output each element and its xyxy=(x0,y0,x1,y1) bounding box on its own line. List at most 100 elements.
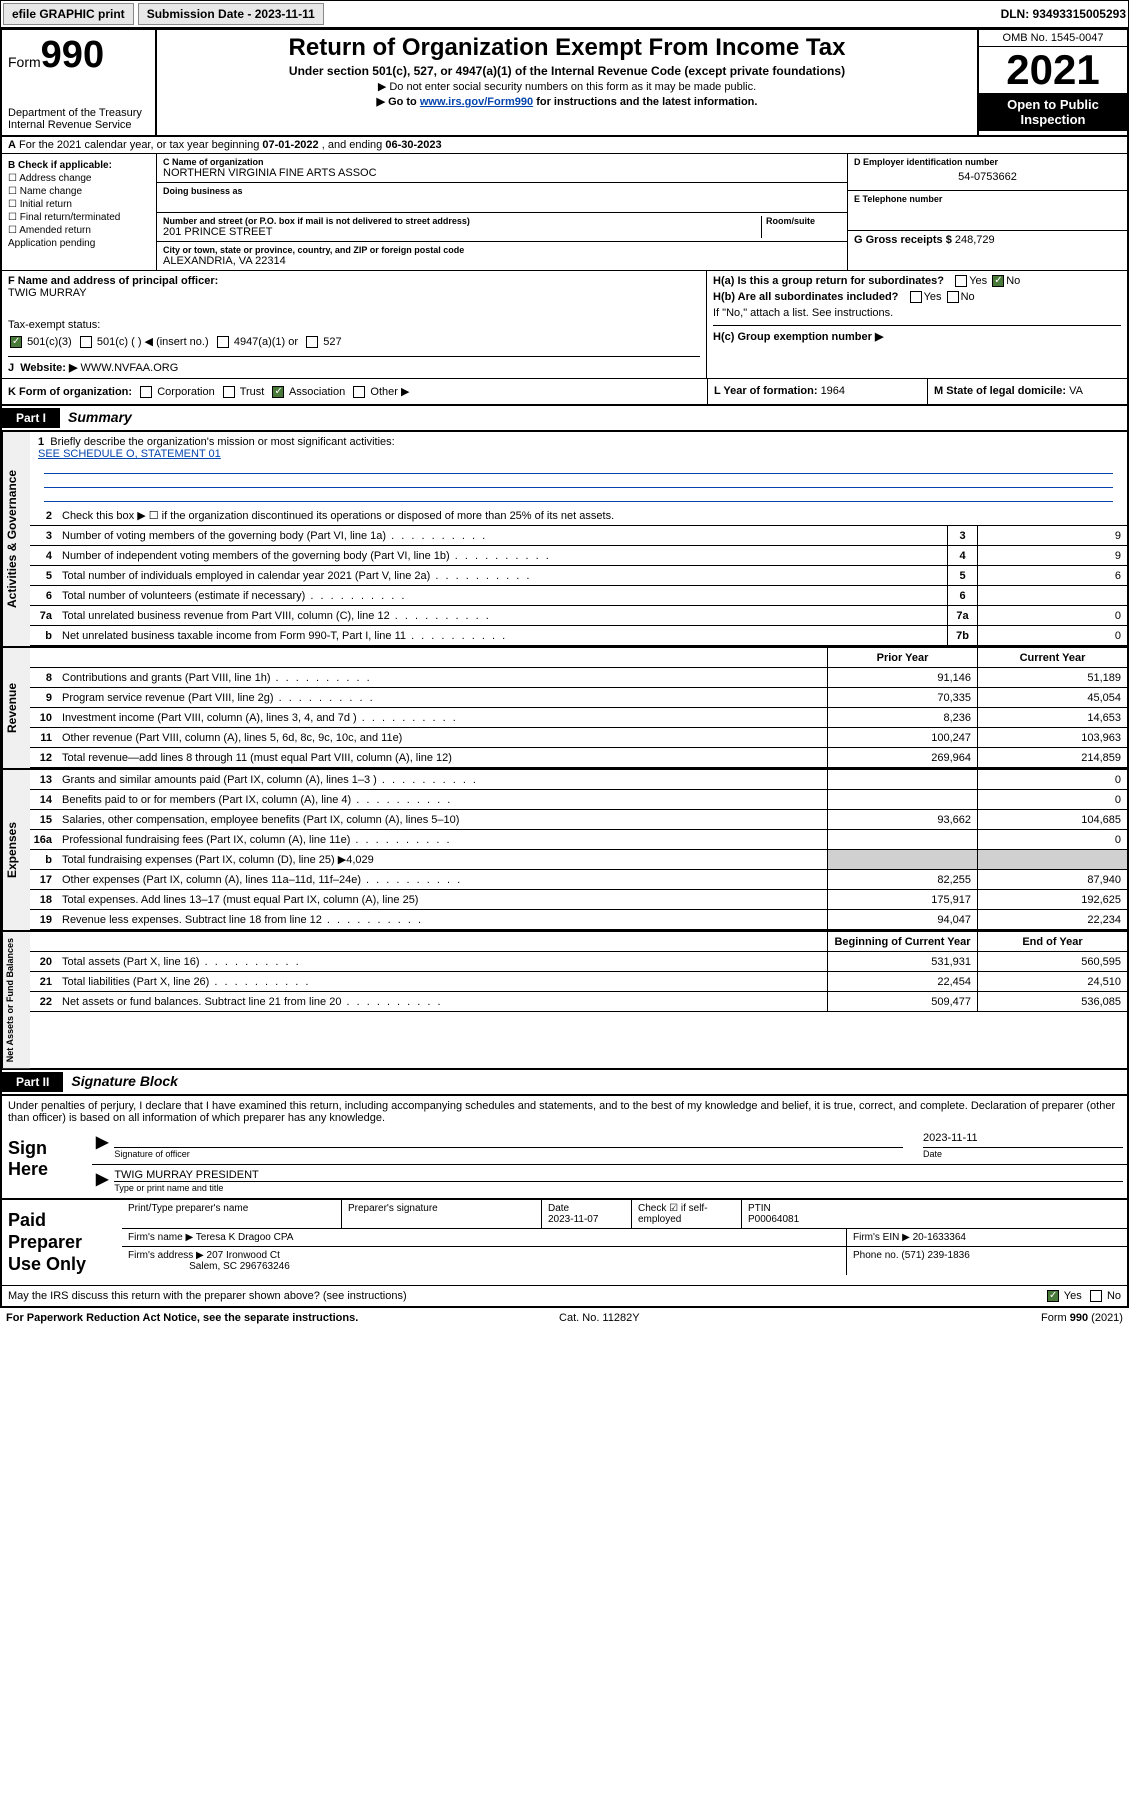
b-item[interactable]: ☐ Initial return xyxy=(8,199,150,210)
ph4: Check ☑ if self-employed xyxy=(632,1200,742,1228)
l20: Total assets (Part X, line 16) xyxy=(58,954,827,970)
l6: Total number of volunteers (estimate if … xyxy=(58,588,947,604)
l-lbl: L Year of formation: xyxy=(714,385,821,397)
dln: DLN: 93493315005293 xyxy=(1001,7,1126,21)
l7b: Net unrelated business taxable income fr… xyxy=(58,628,947,644)
foot-c: Cat. No. 11282Y xyxy=(559,1312,640,1324)
title: Return of Organization Exempt From Incom… xyxy=(161,34,973,62)
ph3v: 2023-11-07 xyxy=(548,1214,598,1225)
ck-trust[interactable] xyxy=(223,386,235,398)
prep-title: Paid Preparer Use Only xyxy=(2,1200,122,1285)
efile-btn[interactable]: efile GRAPHIC print xyxy=(3,3,134,25)
ck-corp[interactable] xyxy=(140,386,152,398)
l18p: 175,917 xyxy=(827,890,977,909)
row-a: A For the 2021 calendar year, or tax yea… xyxy=(2,137,1127,154)
faddr-lbl: Firm's address ▶ xyxy=(128,1250,204,1261)
vtab-ag: Activities & Governance xyxy=(2,432,30,646)
l9p: 70,335 xyxy=(827,688,977,707)
l9: Program service revenue (Part VIII, line… xyxy=(58,690,827,706)
l21p: 22,454 xyxy=(827,972,977,991)
ck-assoc[interactable] xyxy=(272,386,284,398)
addr: 201 PRINCE STREET xyxy=(163,226,761,238)
b-item[interactable]: Application pending xyxy=(8,238,150,249)
may-no[interactable] xyxy=(1090,1290,1102,1302)
arrow-icon: ▶ xyxy=(96,1169,108,1194)
l11c: 103,963 xyxy=(977,728,1127,747)
no-lbl: No xyxy=(1107,1290,1121,1302)
room-lbl: Room/suite xyxy=(766,216,841,226)
l22p: 509,477 xyxy=(827,992,977,1011)
f-lbl: F Name and address of principal officer: xyxy=(8,275,700,287)
ha: H(a) Is this a group return for subordin… xyxy=(713,275,1121,287)
l21c: 24,510 xyxy=(977,972,1127,991)
sub-date: 2023-11-11 xyxy=(255,7,315,21)
l16ap xyxy=(827,830,977,849)
ko3: Association xyxy=(289,386,345,398)
f-name: TWIG MURRAY xyxy=(8,287,700,299)
o4: 527 xyxy=(323,336,341,348)
l16a: Professional fundraising fees (Part IX, … xyxy=(58,832,827,848)
submission-btn[interactable]: Submission Date - 2023-11-11 xyxy=(138,3,324,25)
ck-527[interactable] xyxy=(306,336,318,348)
l18: Total expenses. Add lines 13–17 (must eq… xyxy=(58,892,827,908)
may-yes[interactable] xyxy=(1047,1290,1059,1302)
ck-501c[interactable] xyxy=(80,336,92,348)
fein: 20-1633364 xyxy=(913,1232,966,1243)
l6v xyxy=(977,586,1127,605)
l12p: 269,964 xyxy=(827,748,977,767)
l1: Briefly describe the organization's miss… xyxy=(50,436,394,448)
ck-501c3[interactable] xyxy=(10,336,22,348)
dept: Department of the Treasury xyxy=(8,107,149,119)
l14p xyxy=(827,790,977,809)
hb-no[interactable] xyxy=(947,291,959,303)
l19c: 22,234 xyxy=(977,910,1127,929)
ha-yes[interactable] xyxy=(955,275,967,287)
l12: Total revenue—add lines 8 through 11 (mu… xyxy=(58,750,827,766)
g-val: 248,729 xyxy=(955,234,995,246)
firm: Teresa K Dragoo CPA xyxy=(196,1232,294,1243)
sig-date: 2023-11-11 xyxy=(923,1132,1123,1148)
note2: ▶ Go to www.irs.gov/Form990 for instruct… xyxy=(161,95,973,108)
arrow-icon: ▶ xyxy=(96,1132,108,1160)
ph-lbl: Phone no. xyxy=(853,1250,901,1261)
l10c: 14,653 xyxy=(977,708,1127,727)
k-lbl: K Form of organization: xyxy=(8,386,132,398)
b-item[interactable]: ☐ Address change xyxy=(8,173,150,184)
date-lbl: Date xyxy=(923,1149,942,1159)
addr-lbl: Number and street (or P.O. box if mail i… xyxy=(163,216,761,226)
ck-other[interactable] xyxy=(353,386,365,398)
l5: Total number of individuals employed in … xyxy=(58,568,947,584)
l16bp xyxy=(827,850,977,869)
subtitle: Under section 501(c), 527, or 4947(a)(1)… xyxy=(161,64,973,78)
city-lbl: City or town, state or province, country… xyxy=(163,245,841,255)
l20c: 560,595 xyxy=(977,952,1127,971)
ck-4947[interactable] xyxy=(217,336,229,348)
i-lbl: Tax-exempt status: xyxy=(8,319,100,331)
ko2: Trust xyxy=(240,386,265,398)
l20p: 531,931 xyxy=(827,952,977,971)
l10p: 8,236 xyxy=(827,708,977,727)
l17p: 82,255 xyxy=(827,870,977,889)
l3: Number of voting members of the governin… xyxy=(58,528,947,544)
l7a: Total unrelated business revenue from Pa… xyxy=(58,608,947,624)
part1-tag: Part I xyxy=(2,408,60,428)
off-lbl: Signature of officer xyxy=(114,1149,189,1159)
l19: Revenue less expenses. Subtract line 18 … xyxy=(58,912,827,928)
note1: ▶ Do not enter social security numbers o… xyxy=(161,80,973,93)
b-item[interactable]: ☐ Final return/terminated xyxy=(8,212,150,223)
l10: Investment income (Part VIII, column (A)… xyxy=(58,710,827,726)
ph1: Print/Type preparer's name xyxy=(122,1200,342,1228)
prior-hdr: Prior Year xyxy=(827,648,977,667)
irs-link[interactable]: www.irs.gov/Form990 xyxy=(420,96,533,108)
l19p: 94,047 xyxy=(827,910,977,929)
boy-hdr: Beginning of Current Year xyxy=(827,932,977,951)
b-item[interactable]: ☐ Name change xyxy=(8,186,150,197)
b-item[interactable]: ☐ Amended return xyxy=(8,225,150,236)
o2: 501(c) ( ) ◀ (insert no.) xyxy=(97,336,209,348)
hb-yes[interactable] xyxy=(910,291,922,303)
l8: Contributions and grants (Part VIII, lin… xyxy=(58,670,827,686)
ha-no[interactable] xyxy=(992,275,1004,287)
name-lbl: Type or print name and title xyxy=(114,1183,223,1193)
l14: Benefits paid to or for members (Part IX… xyxy=(58,792,827,808)
l11: Other revenue (Part VIII, column (A), li… xyxy=(58,730,827,746)
